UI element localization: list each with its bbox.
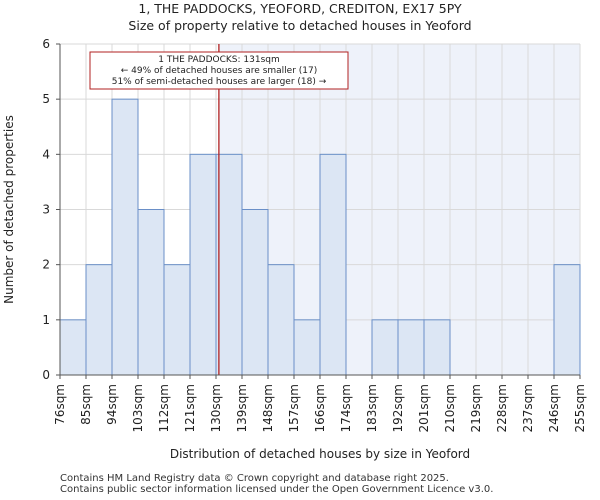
bar-246sqm bbox=[553, 264, 581, 376]
x-tick-label: 121sqm bbox=[183, 384, 197, 432]
x-tick-label: 219sqm bbox=[469, 384, 483, 432]
x-tick-label: 246sqm bbox=[547, 384, 561, 432]
x-tick-label: 210sqm bbox=[443, 384, 457, 432]
chart-title: 1, THE PADDOCKS, YEOFORD, CREDITON, EX17… bbox=[138, 1, 462, 16]
x-tick-label: 130sqm bbox=[209, 384, 223, 432]
bar-166sqm bbox=[319, 153, 347, 376]
y-tick-label: 2 bbox=[42, 258, 50, 272]
x-axis-label: Distribution of detached houses by size … bbox=[170, 447, 470, 461]
x-tick-label: 228sqm bbox=[495, 384, 509, 432]
chart-subtitle: Size of property relative to detached ho… bbox=[128, 18, 472, 33]
x-tick-label: 157sqm bbox=[287, 384, 301, 432]
y-tick-label: 4 bbox=[42, 147, 50, 161]
x-tick-label: 139sqm bbox=[235, 384, 249, 432]
bar-148sqm bbox=[267, 264, 295, 376]
x-tick-label: 201sqm bbox=[417, 384, 431, 432]
x-tick-label: 183sqm bbox=[365, 384, 379, 432]
bars bbox=[59, 98, 581, 376]
bar-103sqm bbox=[137, 209, 165, 376]
y-tick-label: 5 bbox=[42, 92, 50, 106]
x-tick-label: 76sqm bbox=[53, 384, 67, 425]
y-tick-label: 6 bbox=[42, 37, 50, 51]
bar-85sqm bbox=[85, 264, 113, 376]
bar-130sqm bbox=[215, 153, 243, 376]
bar-94sqm bbox=[111, 98, 139, 376]
bar-76sqm bbox=[59, 319, 87, 376]
x-tick-label: 174sqm bbox=[339, 384, 353, 432]
x-tick-labels: 76sqm 85sqm 94sqm 103sqm 112sqm 121sqm 130sqm 1… bbox=[53, 375, 587, 432]
bar-192sqm bbox=[397, 319, 425, 376]
annotation-line-2: ← 49% of detached houses are smaller (17… bbox=[121, 66, 318, 76]
annotation-box: 1 THE PADDOCKS: 131sqm ← 49% of detached… bbox=[89, 51, 349, 90]
annotation-line-1: 1 THE PADDOCKS: 131sqm bbox=[158, 55, 280, 65]
x-tick-label: 112sqm bbox=[157, 384, 171, 432]
y-tick-labels: 0 1 2 3 4 5 6 bbox=[42, 37, 60, 382]
annotation-line-3: 51% of semi-detached houses are larger (… bbox=[112, 77, 327, 87]
x-tick-label: 85sqm bbox=[79, 384, 93, 425]
y-tick-label: 1 bbox=[42, 313, 50, 327]
x-tick-label: 255sqm bbox=[573, 384, 587, 432]
y-tick-label: 0 bbox=[42, 368, 50, 382]
x-tick-label: 148sqm bbox=[261, 384, 275, 432]
bar-183sqm bbox=[371, 319, 399, 376]
bar-201sqm bbox=[423, 319, 451, 376]
bar-139sqm bbox=[241, 209, 269, 376]
y-tick-label: 3 bbox=[42, 203, 50, 217]
x-tick-label: 103sqm bbox=[131, 384, 145, 432]
bar-112sqm bbox=[163, 264, 191, 376]
x-tick-label: 192sqm bbox=[391, 384, 405, 432]
y-axis-label: Number of detached properties bbox=[2, 115, 16, 304]
footer-line-1: Contains HM Land Registry data © Crown c… bbox=[60, 473, 449, 484]
x-tick-label: 237sqm bbox=[521, 384, 535, 432]
bar-157sqm bbox=[293, 319, 321, 376]
x-tick-label: 166sqm bbox=[313, 384, 327, 432]
x-tick-label: 94sqm bbox=[105, 384, 119, 425]
bar-121sqm bbox=[189, 153, 217, 376]
footer-line-2: Contains public sector information licen… bbox=[60, 484, 494, 495]
